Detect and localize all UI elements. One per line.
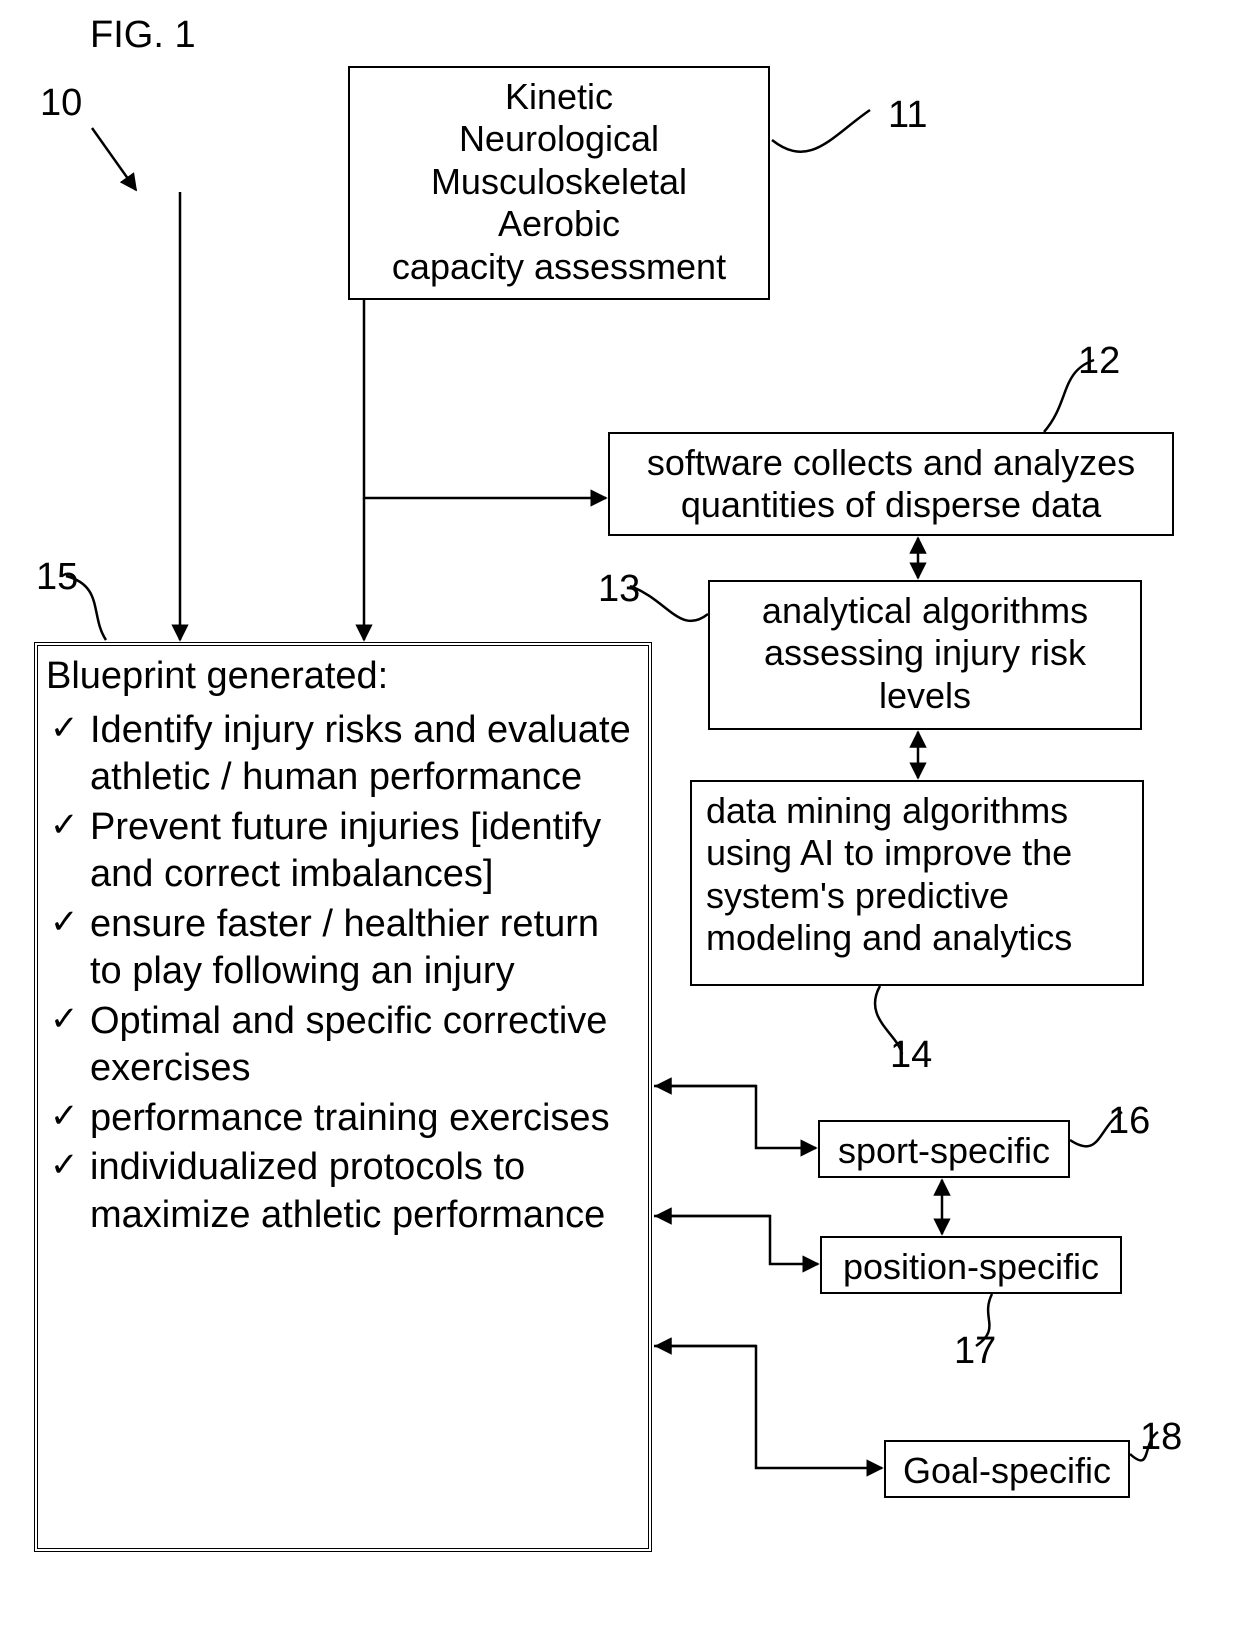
blueprint-item: ensure faster / healthier return to play… — [90, 901, 640, 996]
node-assessment: KineticNeurologicalMusculoskeletalAerobi… — [348, 66, 770, 300]
ref-13: 13 — [598, 568, 640, 611]
blueprint-item: Optimal and specific corrective exercise… — [90, 998, 640, 1093]
figure-canvas: FIG. 1 10 KineticNeurologicalMusculoskel… — [0, 0, 1240, 1626]
ref-18: 18 — [1140, 1416, 1182, 1459]
node-software-collects: software collects and analyzesquantities… — [608, 432, 1174, 536]
node-goal-specific: Goal-specific — [884, 1440, 1130, 1498]
blueprint-item: individualized protocols to maximize ath… — [90, 1144, 640, 1239]
ref-10: 10 — [40, 82, 82, 125]
blueprint-item: Prevent future injuries [identify and co… — [90, 804, 640, 899]
node-data-mining: data mining algorithmsusing AI to improv… — [690, 780, 1144, 986]
ref-15: 15 — [36, 556, 78, 599]
ref-11: 11 — [888, 94, 927, 137]
ref-16: 16 — [1108, 1100, 1150, 1143]
node-blueprint: Blueprint generated: Identify injury ris… — [34, 642, 652, 1552]
node-sport-specific: sport-specific — [818, 1120, 1070, 1178]
blueprint-item: Identify injury risks and evaluate athle… — [90, 707, 640, 802]
blueprint-title: Blueprint generated: — [46, 654, 640, 699]
figure-title: FIG. 1 — [90, 14, 196, 57]
ref-14: 14 — [890, 1034, 932, 1077]
ref-12: 12 — [1078, 340, 1120, 383]
ref-17: 17 — [954, 1330, 996, 1373]
blueprint-item: performance training exercises — [90, 1095, 640, 1143]
node-analytical-algorithms: analytical algorithmsassessing injury ri… — [708, 580, 1142, 730]
blueprint-list: Identify injury risks and evaluate athle… — [46, 707, 640, 1240]
node-position-specific: position-specific — [820, 1236, 1122, 1294]
